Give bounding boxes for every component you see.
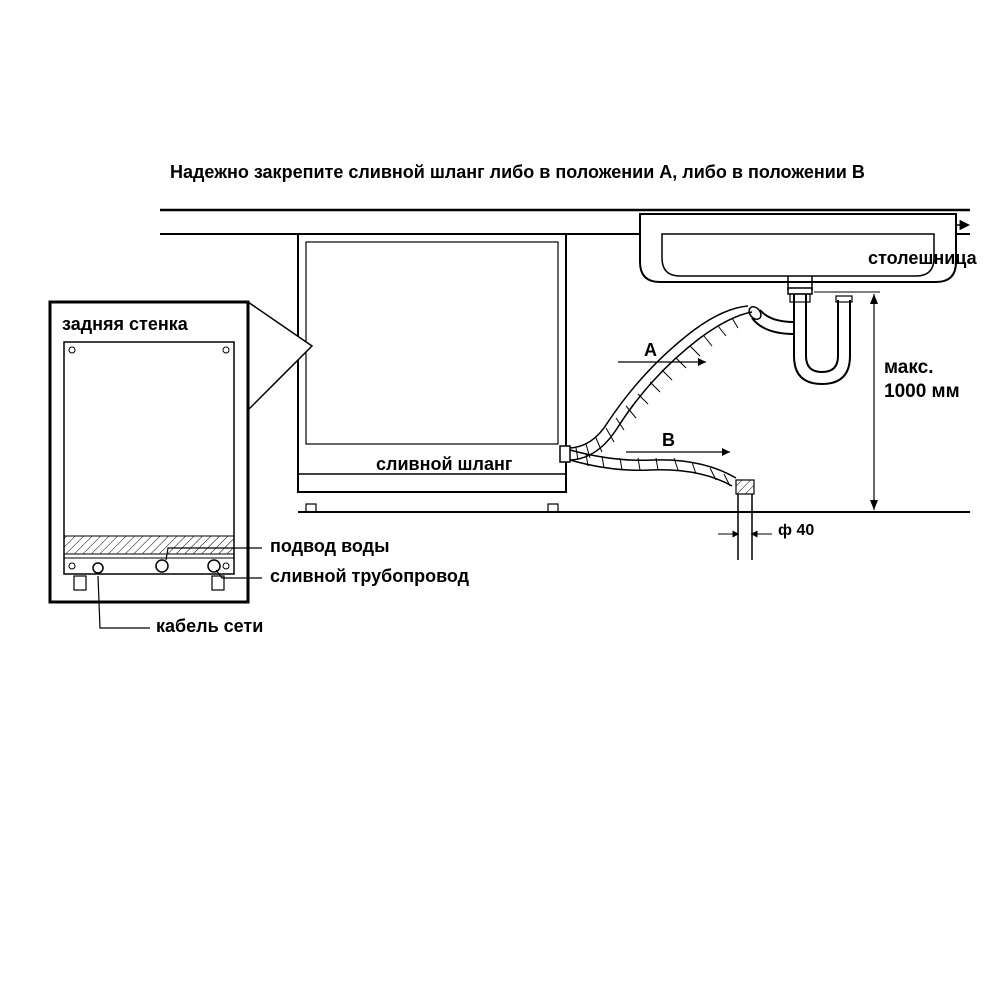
label-A-line bbox=[618, 358, 706, 366]
diagram-stage: Надежно закрепите сливной шланг либо в п… bbox=[0, 0, 1000, 1000]
label-phi40: ф 40 bbox=[778, 522, 814, 540]
siphon bbox=[747, 294, 852, 384]
label-B-line bbox=[626, 448, 730, 456]
label-B: B bbox=[662, 430, 675, 451]
inset-back-wall bbox=[50, 302, 248, 602]
label-drain-pipe: сливной трубопровод bbox=[270, 566, 469, 587]
label-countertop: столешница bbox=[868, 248, 977, 269]
label-max-height: макс. 1000 мм bbox=[884, 356, 960, 404]
drain-port bbox=[208, 560, 220, 572]
label-water-inlet: подвод воды bbox=[270, 536, 389, 557]
water-port bbox=[156, 560, 168, 572]
label-back-wall: задняя стенка bbox=[62, 314, 188, 335]
cable-port bbox=[93, 563, 103, 573]
label-A: A bbox=[644, 340, 657, 361]
drain-hose bbox=[560, 306, 752, 486]
max-height-dimension bbox=[814, 292, 880, 510]
diagram-svg bbox=[0, 0, 1000, 1000]
label-power-cable: кабель сети bbox=[156, 616, 263, 637]
label-drain-hose: сливной шланг bbox=[376, 454, 512, 475]
floor-drain-stub bbox=[718, 480, 772, 560]
